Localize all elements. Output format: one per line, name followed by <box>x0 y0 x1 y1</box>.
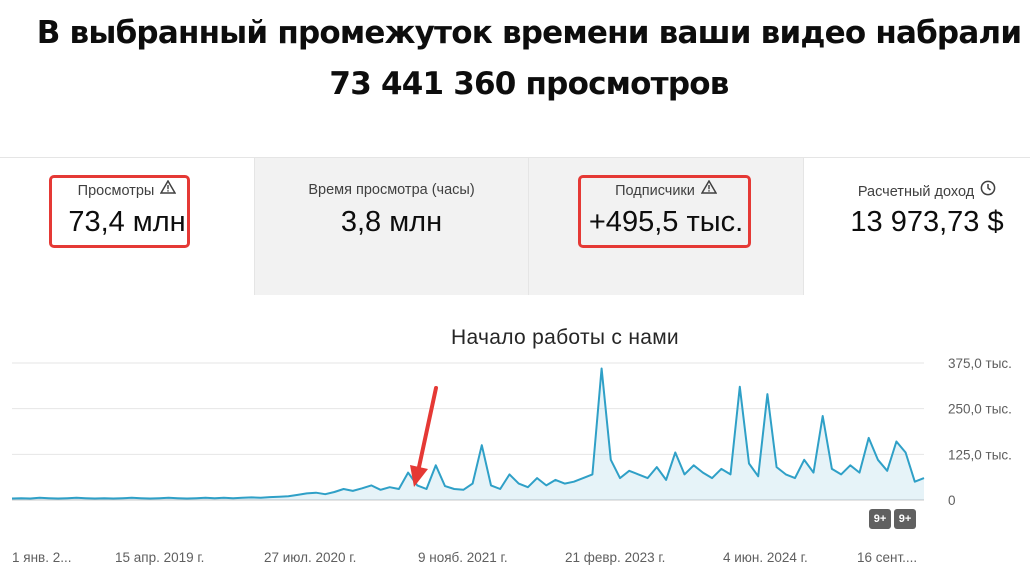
x-tick-label: 9 нояб. 2021 г. <box>418 550 508 565</box>
annotation-arrow-head <box>410 465 428 487</box>
y-tick-label: 125,0 тыс. <box>948 447 1012 462</box>
headline: В выбранный промежуток времени ваши виде… <box>0 8 1030 110</box>
metric-value-watch-time: 3,8 млн <box>340 206 443 238</box>
annotation-badge[interactable]: 9+ <box>869 509 891 529</box>
x-tick-label: 21 февр. 2023 г. <box>565 550 665 565</box>
metric-card-watch-time[interactable]: Время просмотра (часы) 3,8 млн <box>255 158 529 295</box>
series-area <box>12 368 924 500</box>
metric-card-revenue[interactable]: Расчетный доход 13 973,73 $ <box>804 158 1030 295</box>
metric-value-revenue: 13 973,73 $ <box>850 206 1004 238</box>
x-tick-label: 16 сент.... <box>857 550 917 565</box>
metric-label-subscribers: Подписчики <box>615 182 695 199</box>
y-tick-label: 375,0 тыс. <box>948 356 1012 371</box>
x-tick-label: 15 апр. 2019 г. <box>115 550 204 565</box>
series-line <box>11 367 925 500</box>
metric-card-views[interactable]: Просмотры 73,4 млн <box>0 158 255 295</box>
warning-icon <box>160 179 177 198</box>
warning-icon <box>700 179 718 198</box>
metric-cards: Просмотры 73,4 млн Время просмотра (часы… <box>0 157 1030 295</box>
x-tick-label: 27 июл. 2020 г. <box>264 550 356 565</box>
headline-line-2: 73 441 360 просмотров <box>329 66 729 102</box>
metric-card-subscribers[interactable]: Подписчики +495,5 тыс. <box>529 158 804 295</box>
clock-icon <box>980 180 996 200</box>
metric-value-views: 73,4 млн <box>68 206 186 238</box>
x-tick-label: 4 июн. 2024 г. <box>723 550 808 565</box>
y-tick-label: 0 <box>948 493 956 508</box>
highlight-box-subscribers <box>578 175 751 248</box>
metric-label-views: Просмотры <box>77 182 155 199</box>
metric-label-watch-time: Время просмотра (часы) <box>308 182 475 198</box>
annotation-badge[interactable]: 9+ <box>894 509 916 529</box>
views-chart[interactable]: 375,0 тыс. 250,0 тыс. 125,0 тыс. 0 1 янв. 2.… <box>0 355 1030 580</box>
annotation-arrow <box>417 386 438 469</box>
y-tick-label: 250,0 тыс. <box>948 402 1012 417</box>
metric-value-subscribers: +495,5 тыс. <box>588 206 744 238</box>
x-tick-label: 1 янв. 2... <box>12 550 71 565</box>
headline-line-1: В выбранный промежуток времени ваши виде… <box>36 15 1022 51</box>
highlight-box-views <box>49 175 190 248</box>
metric-label-revenue: Расчетный доход <box>857 183 975 200</box>
chart-title: Начало работы с нами <box>451 326 679 349</box>
